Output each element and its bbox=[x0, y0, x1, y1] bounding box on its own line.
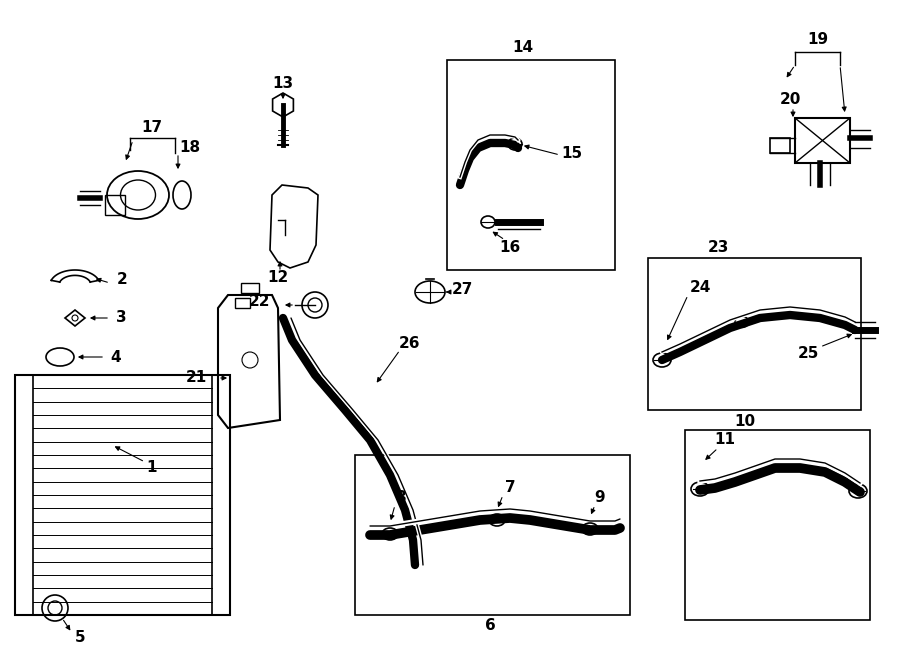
Text: 11: 11 bbox=[715, 432, 735, 447]
Bar bbox=[795, 118, 850, 163]
Bar bbox=[447, 60, 615, 270]
Bar bbox=[685, 430, 870, 620]
Text: 24: 24 bbox=[689, 280, 711, 295]
Text: 22: 22 bbox=[248, 295, 270, 309]
Text: 18: 18 bbox=[179, 139, 201, 155]
Text: 25: 25 bbox=[797, 346, 819, 360]
Bar bbox=[15, 375, 230, 615]
Text: 15: 15 bbox=[562, 145, 582, 161]
Text: 4: 4 bbox=[111, 350, 122, 364]
Text: 16: 16 bbox=[500, 241, 520, 256]
Bar bbox=[770, 138, 790, 153]
Text: 9: 9 bbox=[595, 490, 606, 506]
Text: 20: 20 bbox=[779, 93, 801, 108]
Text: 26: 26 bbox=[400, 336, 421, 350]
Text: 10: 10 bbox=[734, 414, 756, 430]
Text: 3: 3 bbox=[116, 311, 126, 325]
Text: 27: 27 bbox=[451, 282, 472, 297]
Text: 17: 17 bbox=[141, 120, 163, 136]
Text: 13: 13 bbox=[273, 75, 293, 91]
Text: 8: 8 bbox=[395, 490, 405, 506]
Bar bbox=[241, 283, 259, 293]
Text: 12: 12 bbox=[267, 270, 289, 286]
Text: 7: 7 bbox=[505, 479, 516, 494]
Text: 23: 23 bbox=[707, 239, 729, 254]
Text: 5: 5 bbox=[75, 631, 86, 646]
Text: 1: 1 bbox=[147, 461, 158, 475]
Text: 6: 6 bbox=[484, 617, 495, 633]
Text: 19: 19 bbox=[807, 32, 829, 48]
Bar bbox=[235, 298, 250, 308]
Text: 2: 2 bbox=[117, 272, 128, 288]
Bar bbox=[355, 455, 630, 615]
Text: 14: 14 bbox=[512, 40, 534, 56]
Text: 21: 21 bbox=[185, 371, 207, 385]
Bar bbox=[648, 258, 861, 410]
